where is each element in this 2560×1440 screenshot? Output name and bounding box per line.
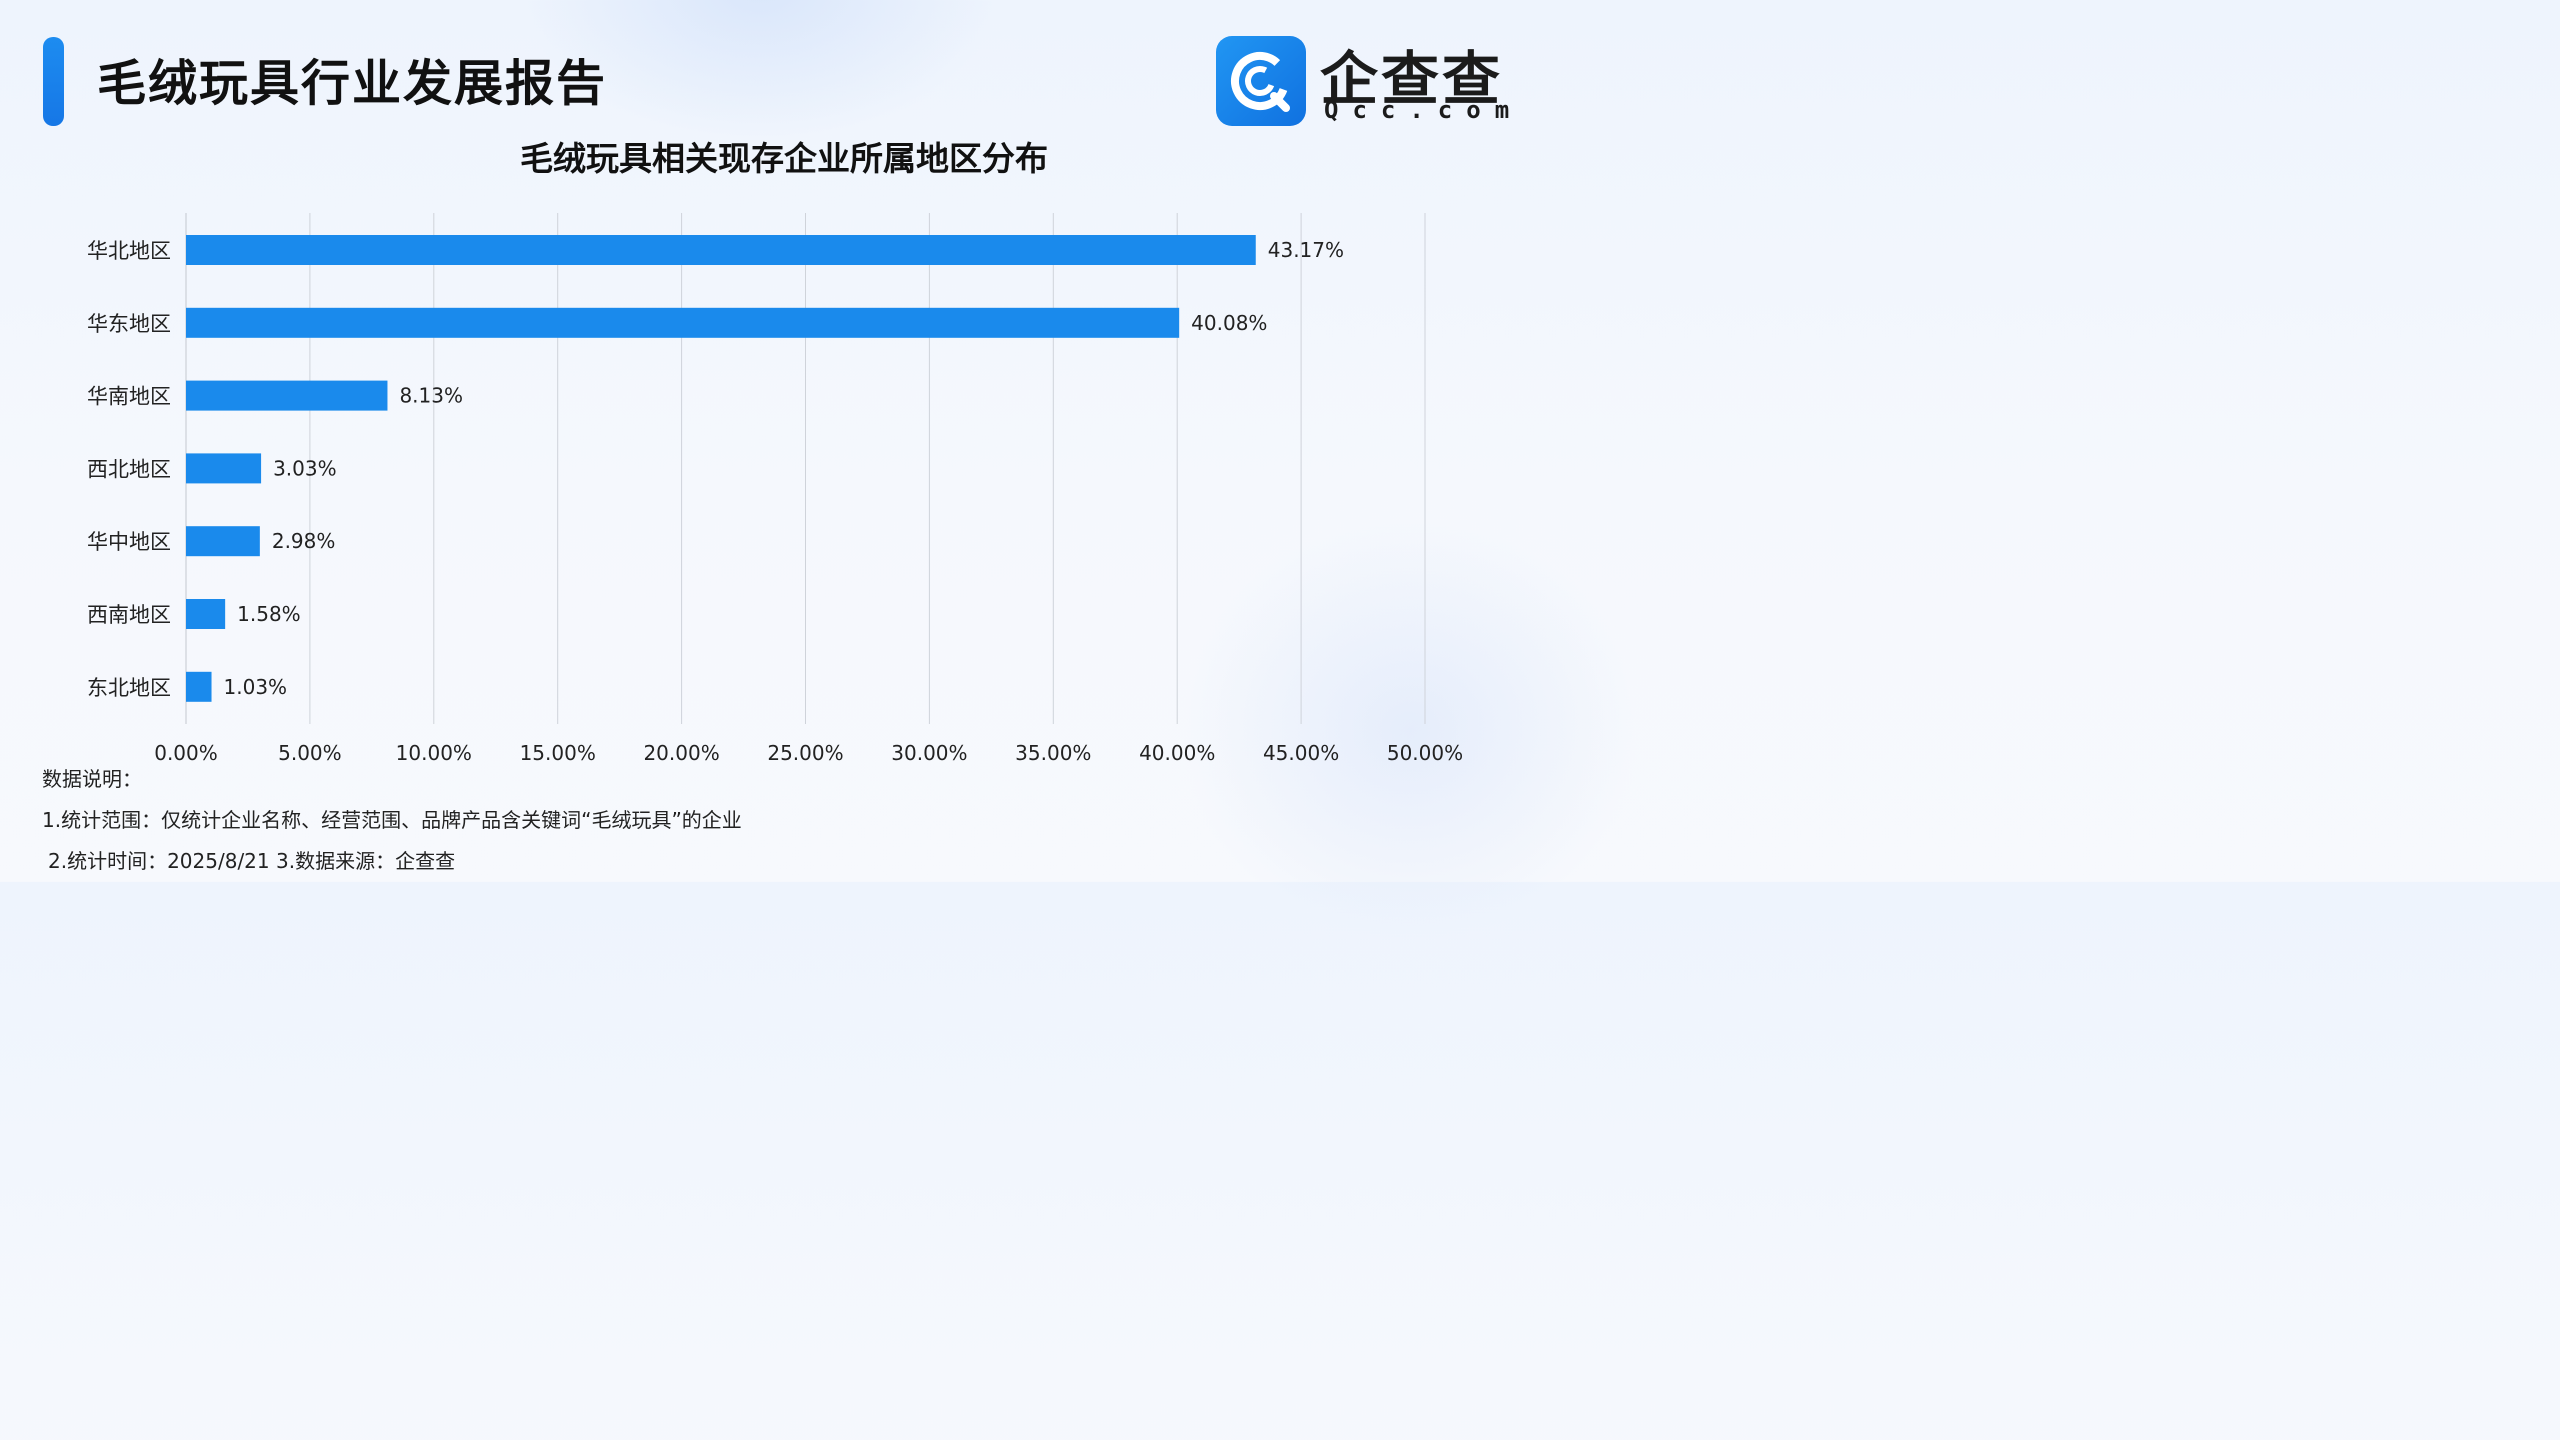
category-label: 西北地区 — [87, 457, 171, 481]
chart-title: 毛绒玩具相关现存企业所属地区分布 — [520, 139, 1048, 178]
bar — [186, 453, 262, 484]
page-title: 毛绒玩具行业发展报告 — [97, 55, 608, 112]
x-tick-label: 45.00% — [1263, 741, 1339, 765]
x-tick-label: 20.00% — [643, 741, 719, 765]
x-tick-label: 10.00% — [396, 741, 472, 765]
data-label: 2.98% — [272, 529, 336, 553]
x-tick-label: 5.00% — [278, 741, 342, 765]
category-label: 东北地区 — [87, 676, 171, 700]
x-tick-label: 25.00% — [767, 741, 843, 765]
logo-wordmark: 企查查 — [1320, 45, 1504, 113]
bar — [186, 380, 388, 411]
category-label: 华南地区 — [87, 385, 171, 409]
x-tick-label: 35.00% — [1015, 741, 1091, 765]
x-tick-label: 15.00% — [520, 741, 596, 765]
category-label: 西南地区 — [87, 603, 171, 627]
data-label: 1.58% — [237, 602, 301, 626]
notes-time-source: 2.统计时间：2025/8/21 3.数据来源：企查查 — [48, 849, 456, 873]
notes-heading: 数据说明： — [42, 767, 142, 791]
x-tick-label: 0.00% — [154, 741, 218, 765]
category-label: 华北地区 — [87, 239, 171, 263]
bar-chart: 0.00% 5.00% 10.00% 15.00% 20.00% 25.00% 30.00%… — [87, 213, 1463, 765]
x-tick-label: 50.00% — [1387, 741, 1463, 765]
data-label: 1.03% — [224, 675, 288, 699]
category-label: 华东地区 — [87, 312, 171, 336]
data-label: 8.13% — [399, 384, 463, 408]
bar — [186, 599, 226, 629]
title-accent-bar — [43, 37, 64, 126]
bar — [186, 526, 260, 557]
bar — [186, 307, 1180, 338]
bar — [186, 671, 212, 702]
notes-scope: 1.统计范围：仅统计企业名称、经营范围、品牌产品含关键词“毛绒玩具”的企业 — [42, 808, 742, 832]
logo-domain: Qcc.com — [1324, 96, 1524, 124]
data-label: 40.08% — [1191, 311, 1267, 335]
x-tick-label: 30.00% — [891, 741, 967, 765]
category-label: 华中地区 — [87, 530, 171, 554]
data-label: 43.17% — [1268, 238, 1344, 262]
qcc-logo-icon — [1216, 36, 1306, 126]
data-label: 3.03% — [273, 456, 337, 480]
x-tick-label: 40.00% — [1139, 741, 1215, 765]
qcc-logo: 企查查 Qcc.com — [1216, 36, 1509, 128]
bar — [186, 235, 1256, 265]
